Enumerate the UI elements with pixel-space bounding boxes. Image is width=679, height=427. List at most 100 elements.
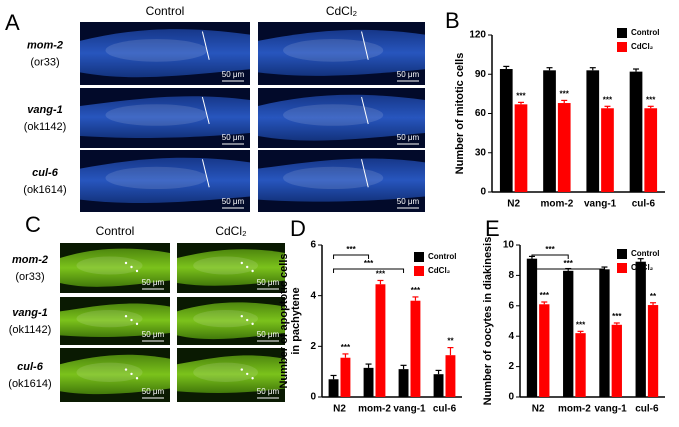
apoptotic-dot [124,315,128,318]
x-tick-label: mom-2 [558,404,591,415]
gene-label: mom-2 [27,39,63,51]
y-axis-title: Number of oocytes in diakinesis [482,237,494,406]
y-tick-label: 30 [475,147,487,158]
significance-label: *** [341,343,351,352]
y-tick-label: 10 [503,240,515,251]
y-tick-label: 8 [508,270,514,281]
gene-label: mom-2 [12,254,48,266]
apoptotic-dot [130,372,133,376]
scale-bar-label: 50 μm [397,197,420,206]
significance-label: *** [376,270,386,279]
comparison-label: *** [545,245,555,254]
x-tick-label: N2 [532,404,545,415]
comparison-bracket [531,254,569,259]
bar [644,108,658,192]
x-tick-label: vang-1 [584,199,617,210]
bar [635,261,646,397]
measure-line [201,159,210,188]
y-tick-label: 2 [310,341,316,352]
legend-label: CdCl₂ [631,42,654,51]
legend-label: Control [631,28,659,37]
apoptotic-dot [130,318,133,322]
apoptotic-dot [135,322,139,326]
measure-line [361,96,369,125]
gonad-shape [60,303,170,337]
scale-bar-label: 50 μm [257,278,280,287]
apoptotic-dot [240,261,243,265]
bar [445,355,456,397]
legend-label: CdCl₂ [631,263,654,272]
x-tick-label: cul-6 [433,404,457,415]
allele-label: (or33) [30,56,59,68]
legend-label: Control [631,249,659,258]
column-header: Control [96,224,135,238]
legend-label: CdCl₂ [428,266,451,275]
bar [328,379,339,397]
apoptotic-dot [251,377,254,380]
measure-line [361,31,369,60]
bar [499,69,513,192]
apoptotic-dot [251,322,254,326]
allele-label: (ok1614) [23,184,66,196]
bar [543,70,556,192]
x-tick-label: mom-2 [358,404,391,415]
bar [375,284,386,397]
gonad-core [105,166,208,190]
y-tick-label: 90 [475,69,487,80]
gonad-shape [60,354,170,395]
bar [514,104,528,192]
panel-label: E [485,216,500,241]
gonad-core [283,104,384,126]
gene-label: cul-6 [17,361,44,373]
scale-bar-label: 50 μm [222,133,245,142]
comparison-label: *** [346,245,356,254]
comparison-bracket [531,268,605,273]
x-tick-label: N2 [333,404,346,415]
gonad-core [105,104,208,126]
y-tick-label: 120 [469,30,486,41]
y-tick-label: 4 [310,290,316,301]
bar [611,324,622,397]
apoptotic-dot [240,368,243,371]
y-axis-title: in pachytene [290,287,302,354]
column-header: CdCl₂ [215,224,247,238]
bar [340,357,351,397]
gonad-shape [258,94,425,141]
scale-bar-label: 50 μm [222,197,245,206]
bar [601,108,614,192]
legend-swatch [617,249,627,259]
bar [433,374,444,397]
apoptotic-dot [246,265,249,269]
x-tick-label: N2 [507,199,520,210]
comparison-bracket [333,254,370,259]
significance-label: ** [447,337,454,346]
scale-bar-label: 50 μm [142,278,165,287]
gonad-shape [80,157,250,203]
significance-label: *** [603,95,613,104]
bar [539,304,550,397]
gonad-shape [80,96,250,138]
measure-line [201,96,210,125]
panel-label: A [5,10,20,35]
x-tick-label: cul-6 [635,404,659,415]
legend-label: Control [428,252,456,261]
measure-line [361,159,369,188]
scale-bar-label: 50 μm [142,330,165,339]
gonad-shape [177,249,285,286]
measure-line [201,31,210,60]
panel-label: B [445,8,460,33]
apoptotic-dot [240,315,243,318]
bar [575,333,586,397]
x-tick-label: mom-2 [540,199,573,210]
comparison-label: *** [564,259,574,268]
scale-bar-label: 50 μm [142,387,165,396]
bar [363,367,374,397]
scale-bar-label: 50 μm [222,70,245,79]
apoptotic-dot [251,269,254,273]
gonad-shape [80,29,250,78]
apoptotic-dot [124,261,128,265]
y-tick-label: 6 [508,300,514,311]
bar [647,305,659,397]
significance-label: *** [540,291,550,300]
